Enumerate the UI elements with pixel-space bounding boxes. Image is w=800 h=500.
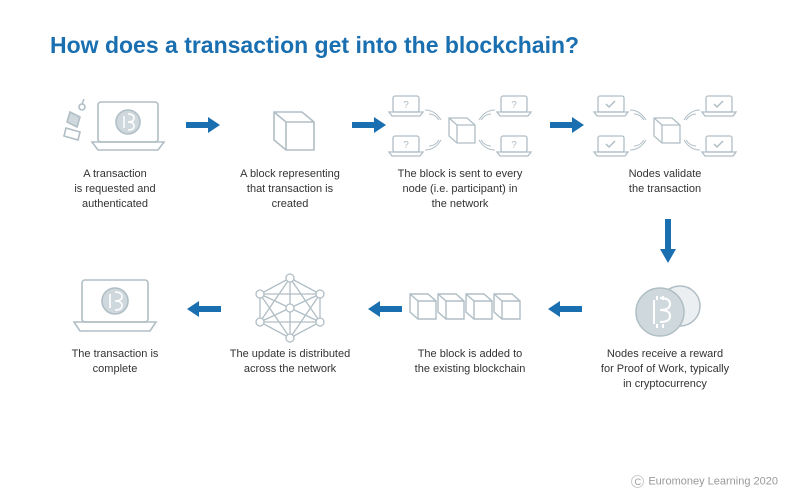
step-label: The block is sent to everynode (i.e. par… <box>380 167 540 212</box>
step-block: A block representingthat transaction isc… <box>210 89 370 212</box>
network-nodes-icon <box>210 269 370 347</box>
arrow-left-icon <box>187 299 221 319</box>
copyright: CEuromoney Learning 2020 <box>631 475 778 488</box>
step-label: The update is distributedacross the netw… <box>210 347 370 377</box>
step-label: The block is added tothe existing blockc… <box>390 347 550 377</box>
step-distribute: The update is distributedacross the netw… <box>210 269 370 377</box>
arrow-left-icon <box>368 299 402 319</box>
cube-laptops-question-icon: ? ? ? ? <box>380 89 540 167</box>
step-validate: Nodes validatethe transaction <box>585 89 745 197</box>
step-reward: Nodes receive a rewardfor Proof of Work,… <box>585 269 745 392</box>
arrow-right-icon <box>186 115 220 135</box>
laptop-wallet-icon <box>35 89 195 167</box>
step-label: A block representingthat transaction isc… <box>210 167 370 212</box>
arrow-right-icon <box>352 115 386 135</box>
cube-icon <box>210 89 370 167</box>
bitcoin-coins-icon <box>585 269 745 347</box>
step-label: The transaction iscomplete <box>35 347 195 377</box>
step-request: A transactionis requested andauthenticat… <box>35 89 195 212</box>
arrow-left-icon <box>548 299 582 319</box>
cube-chain-icon <box>390 269 550 347</box>
step-label: A transactionis requested andauthenticat… <box>35 167 195 212</box>
svg-text:?: ? <box>403 140 409 151</box>
arrow-right-icon <box>550 115 584 135</box>
step-broadcast: ? ? ? ? The block is sent to everynode (… <box>380 89 540 212</box>
step-label: Nodes receive a rewardfor Proof of Work,… <box>585 347 745 392</box>
step-append: The block is added tothe existing blockc… <box>390 269 550 377</box>
laptop-bitcoin-icon <box>35 269 195 347</box>
svg-text:?: ? <box>403 100 409 111</box>
svg-text:?: ? <box>511 100 517 111</box>
page-title: How does a transaction get into the bloc… <box>0 0 800 59</box>
step-complete: The transaction iscomplete <box>35 269 195 377</box>
step-label: Nodes validatethe transaction <box>585 167 745 197</box>
flowchart: A transactionis requested andauthenticat… <box>0 59 800 479</box>
cube-laptops-check-icon <box>585 89 745 167</box>
svg-text:?: ? <box>511 140 517 151</box>
arrow-down-icon <box>658 219 678 263</box>
